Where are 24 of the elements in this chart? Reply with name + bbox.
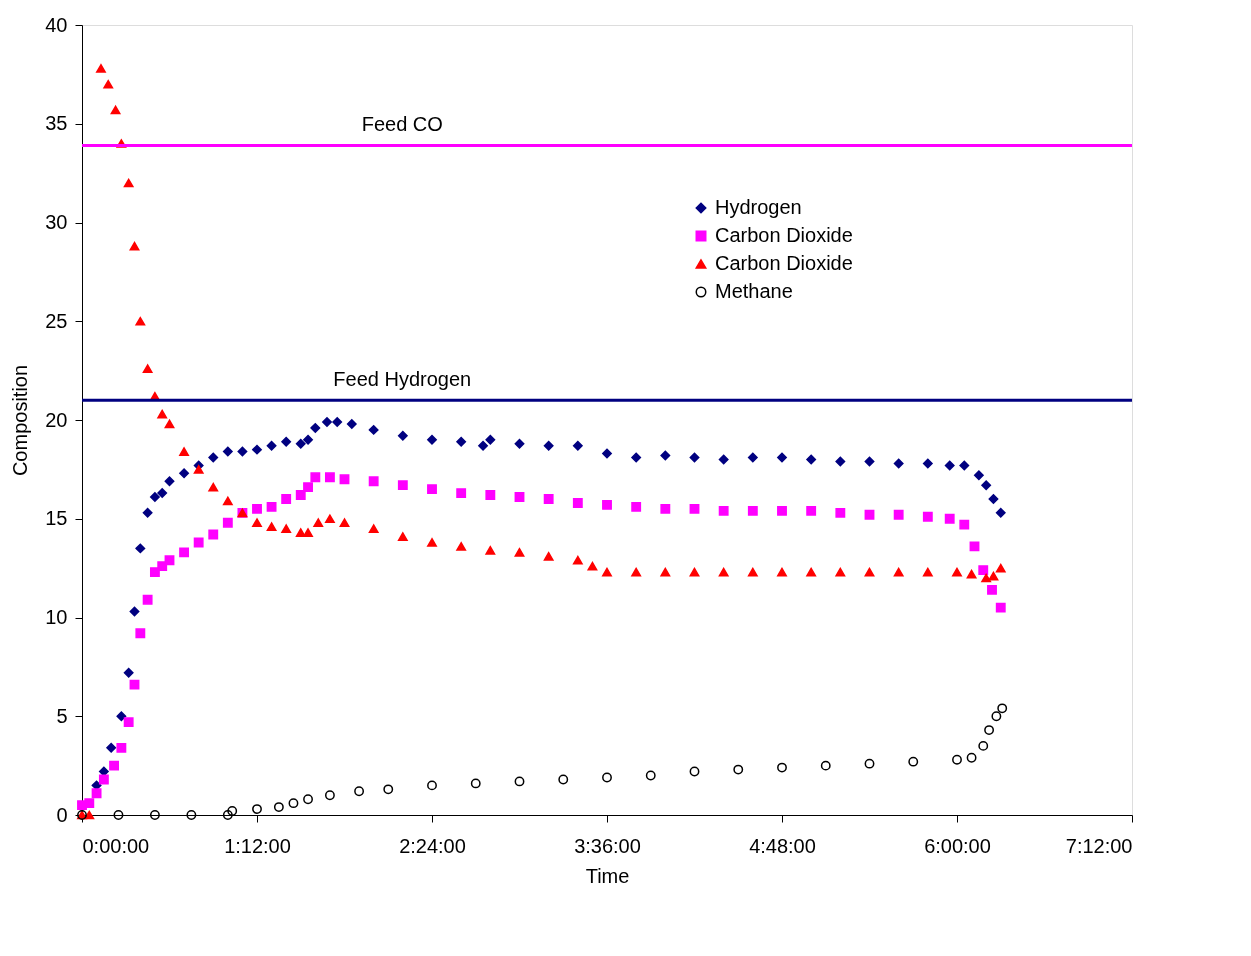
legend-label: Methane [715, 280, 793, 302]
y-tick-label: 35 [45, 112, 68, 135]
y-tick-label: 15 [45, 507, 68, 530]
x-tick-label: 3:36:00 [574, 834, 641, 857]
x-tick-label: 7:12:00 [1065, 834, 1133, 857]
legend-label: Carbon Dioxide [715, 224, 853, 246]
x-tick-label: 1:12:00 [224, 834, 291, 857]
ref-line-label: Feed Hydrogen [333, 368, 472, 391]
y-tick-label: 40 [45, 13, 68, 36]
y-tick-label: 10 [45, 606, 68, 628]
legend-label: Hydrogen [715, 196, 802, 218]
y-tick-label: 5 [56, 704, 68, 727]
y-tick-label: 20 [45, 408, 68, 431]
y-tick-label: 30 [45, 211, 68, 233]
legend-label: Carbon Dioxide [715, 252, 853, 274]
y-tick-label: 25 [45, 309, 68, 332]
ref-line-label: Feed CO [361, 113, 443, 136]
x-tick-label: 4:48:00 [749, 834, 816, 857]
x-tick-label: 0:00:00 [82, 834, 150, 857]
x-tick-label: 6:00:00 [924, 834, 991, 857]
y-axis-title: Composition [9, 364, 32, 477]
y-tick-label: 0 [56, 803, 68, 826]
x-tick-label: 2:24:00 [399, 834, 466, 857]
x-axis-title: Time [585, 864, 630, 887]
